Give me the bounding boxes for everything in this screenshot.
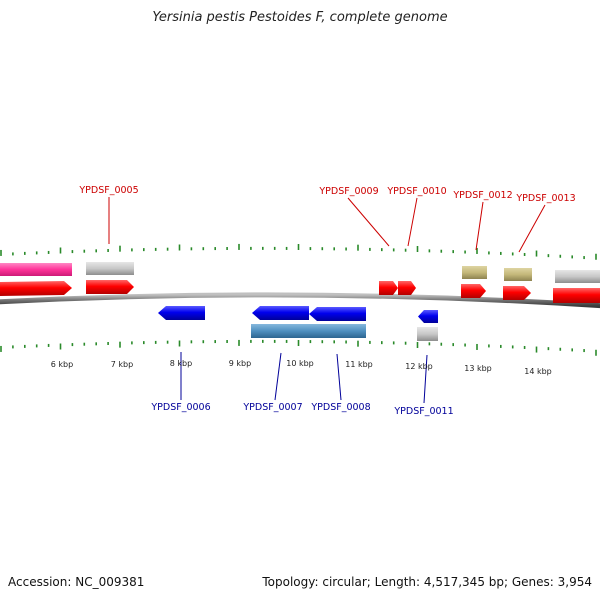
feature-steel — [251, 324, 309, 338]
cds-reverse-arrow — [418, 310, 438, 323]
feature-gray — [555, 270, 600, 283]
scale-label: 14 kbp — [524, 367, 552, 376]
gene-label: YPDSF_0013 — [515, 193, 575, 204]
scale-label: 8 kbp — [170, 359, 192, 368]
inner-tick-track — [0, 339, 597, 356]
scale-label: 13 kbp — [464, 364, 492, 373]
forward-label-connectors — [108, 197, 546, 253]
cds-forward-arrow — [0, 281, 72, 296]
feature-gray — [417, 327, 438, 341]
gene-label: YPDSF_0010 — [386, 186, 446, 197]
gene-label: YPDSF_0012 — [452, 190, 512, 201]
cds-reverse-arrow — [252, 306, 309, 320]
cds-reverse-arrow — [309, 307, 366, 321]
feature-pink — [0, 263, 72, 276]
scale-label: 7 kbp — [111, 360, 133, 369]
feature-olive — [504, 268, 532, 281]
backbone-arc — [0, 292, 600, 309]
gene-label: YPDSF_0007 — [242, 402, 302, 413]
cds-reverse-arrow — [158, 306, 205, 320]
cds-forward-arrow — [553, 288, 600, 303]
gene-label: YPDSF_0005 — [78, 185, 138, 196]
topology-text: Topology: circular; Length: 4,517,345 bp… — [262, 575, 592, 589]
gene-label: YPDSF_0008 — [310, 402, 370, 413]
scale-label: 9 kbp — [229, 359, 251, 368]
accession-text: Accession: NC_009381 — [8, 575, 145, 589]
map-title: Yersinia pestis Pestoides F, complete ge… — [152, 10, 448, 25]
gene-label: YPDSF_0006 — [150, 402, 210, 413]
feature-steel — [309, 324, 366, 338]
cds-forward-arrow — [86, 280, 134, 294]
reverse-label-connectors — [180, 352, 428, 404]
gene-label: YPDSF_0011 — [393, 406, 453, 417]
cds-forward-arrow — [379, 281, 398, 295]
feature-olive — [462, 266, 487, 279]
scale-label: 6 kbp — [51, 360, 73, 369]
scale-label: 12 kbp — [405, 362, 433, 371]
scale-label: 11 kbp — [345, 360, 373, 369]
outer-tick-track — [0, 243, 597, 260]
forward-gene-labels: YPDSF_0005 YPDSF_0009 YPDSF_0010 YPDSF_0… — [78, 185, 575, 204]
cds-forward-arrow — [503, 286, 531, 300]
scale-labels: 6 kbp 7 kbp 8 kbp 9 kbp 10 kbp 11 kbp 12… — [51, 359, 552, 376]
cds-forward-arrow — [461, 284, 486, 298]
gene-label: YPDSF_0009 — [318, 186, 378, 197]
cds-forward-arrow — [398, 281, 416, 295]
feature-gray — [86, 262, 134, 275]
scale-label: 10 kbp — [286, 359, 314, 368]
reverse-gene-labels: YPDSF_0006 YPDSF_0007 YPDSF_0008 YPDSF_0… — [150, 402, 453, 417]
